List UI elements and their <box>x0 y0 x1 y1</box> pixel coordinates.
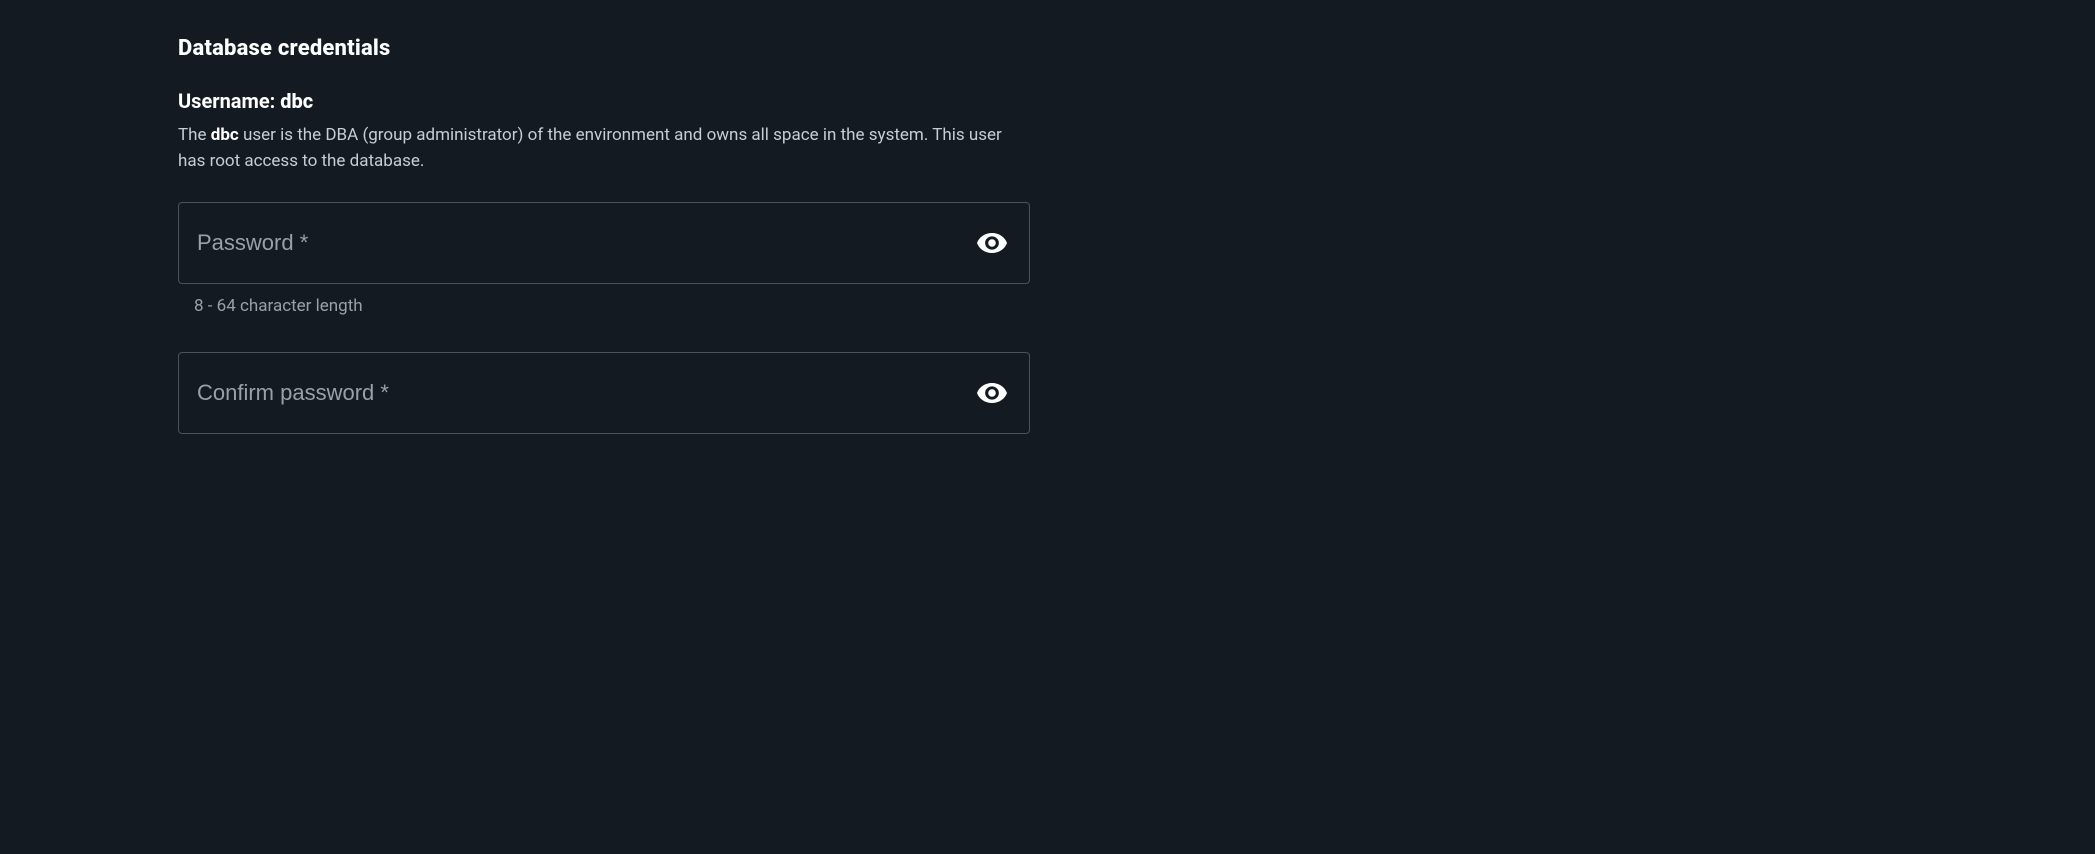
password-helper-text: 8 - 64 character length <box>194 296 1030 316</box>
confirm-password-group <box>178 352 1030 434</box>
credentials-section: Database credentials Username: dbc The d… <box>178 36 1030 434</box>
confirm-password-input[interactable] <box>197 353 965 433</box>
username-description: The dbc user is the DBA (group administr… <box>178 123 1030 174</box>
password-input[interactable] <box>197 203 965 283</box>
confirm-password-input-wrap <box>178 352 1030 434</box>
description-text-post: user is the DBA (group administrator) of… <box>178 125 1002 171</box>
username-value: dbc <box>280 89 313 113</box>
password-input-wrap <box>178 202 1030 284</box>
description-emph: dbc <box>211 125 239 145</box>
description-text-pre: The <box>178 125 211 145</box>
section-title: Database credentials <box>178 36 1030 61</box>
confirm-password-reveal-button[interactable] <box>971 376 1013 410</box>
password-group: 8 - 64 character length <box>178 202 1030 316</box>
eye-icon <box>977 382 1007 404</box>
username-display: Username: dbc <box>178 89 1030 113</box>
password-reveal-button[interactable] <box>971 226 1013 260</box>
eye-icon <box>977 232 1007 254</box>
username-label: Username: <box>178 89 280 113</box>
